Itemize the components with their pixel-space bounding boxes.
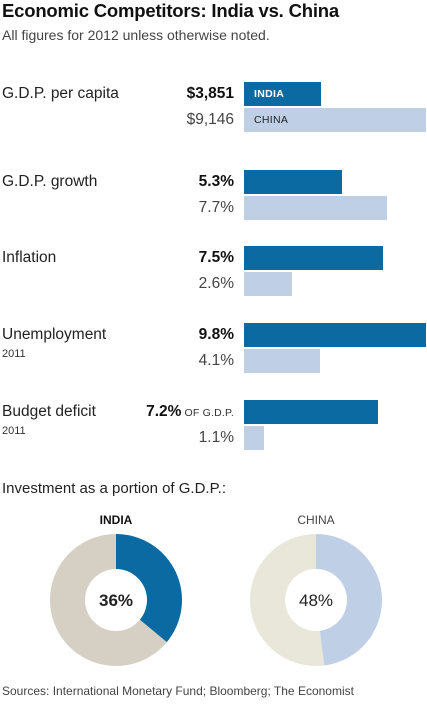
india-value-unemployment: 9.8%	[198, 326, 234, 343]
china-value-budget-deficit: 1.1%	[198, 429, 234, 446]
china-bar-inflation	[244, 272, 292, 296]
china-value-inflation: 2.6%	[198, 275, 234, 292]
chart-title: Economic Competitors: India vs. China	[2, 0, 339, 21]
china-bar-g-d-p-per-capita: CHINA	[244, 108, 426, 132]
india-bar-inflation	[244, 246, 383, 270]
metric-label-budget-deficit: Budget deficit	[2, 403, 96, 420]
china-donut-label: CHINA	[297, 513, 335, 527]
metric-label-inflation: Inflation	[2, 249, 57, 266]
india-donut-value: 36%	[99, 591, 133, 610]
china-value-g-d-p-growth: 7.7%	[198, 199, 234, 216]
source-note: Sources: International Monetary Fund; Bl…	[2, 684, 354, 698]
india-value-inflation: 7.5%	[198, 249, 234, 266]
india-donut-label: INDIA	[99, 513, 133, 527]
india-bar-g-d-p-growth	[244, 170, 342, 194]
china-bar-label: CHINA	[254, 114, 289, 126]
india-value-budget-deficit: 7.2% OF G.D.P.	[146, 403, 234, 420]
india-donut-segment	[116, 534, 183, 643]
india-bar-g-d-p-per-capita: INDIA	[244, 82, 321, 106]
china-donut-remainder	[250, 534, 325, 666]
metric-note-budget-deficit: 2011	[2, 425, 26, 437]
china-donut-value: 48%	[299, 591, 333, 610]
metric-label-g-d-p-growth: G.D.P. growth	[2, 173, 98, 190]
india-bar-budget-deficit	[244, 400, 378, 424]
china-bar-unemployment	[244, 349, 320, 373]
china-bar-budget-deficit	[244, 426, 264, 450]
china-value-g-d-p-per-capita: $9,146	[186, 111, 234, 128]
metric-label-g-d-p-per-capita: G.D.P. per capita	[2, 85, 119, 102]
india-donut-remainder	[50, 534, 167, 666]
value-suffix: OF G.D.P.	[181, 407, 234, 419]
investment-title: Investment as a portion of G.D.P.:	[2, 480, 227, 497]
metric-label-unemployment: Unemployment	[2, 326, 107, 343]
china-donut-segment	[316, 534, 383, 666]
india-value-g-d-p-per-capita: $3,851	[186, 85, 234, 102]
china-value-unemployment: 4.1%	[198, 352, 234, 369]
chart-subtitle: All figures for 2012 unless otherwise no…	[2, 27, 270, 43]
india-bar-unemployment	[244, 323, 426, 347]
metric-note-unemployment: 2011	[2, 348, 26, 360]
india-bar-label: INDIA	[254, 88, 285, 100]
india-value-g-d-p-growth: 5.3%	[198, 173, 234, 190]
china-bar-g-d-p-growth	[244, 196, 387, 220]
